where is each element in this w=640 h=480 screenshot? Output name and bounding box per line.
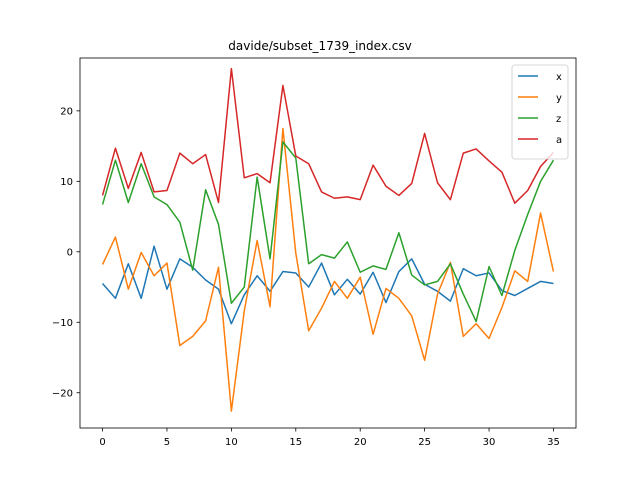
axes-frame bbox=[79, 57, 577, 429]
x-tick-label: 15 bbox=[289, 437, 302, 448]
legend-label-a: a bbox=[556, 135, 562, 146]
x-tick-label: 0 bbox=[99, 437, 105, 448]
legend-label-z: z bbox=[556, 114, 561, 125]
y-tick-label: 10 bbox=[60, 177, 73, 188]
x-tick-label: 35 bbox=[547, 437, 560, 448]
series-line-y bbox=[101, 127, 555, 412]
x-tick-label: 20 bbox=[354, 437, 367, 448]
x-tick-label: 25 bbox=[418, 437, 431, 448]
y-tick-label: −20 bbox=[52, 388, 73, 399]
legend-label-x: x bbox=[556, 72, 562, 83]
x-tick-label: 10 bbox=[225, 437, 238, 448]
legend-box bbox=[511, 64, 569, 160]
series-line-x bbox=[101, 245, 554, 325]
series-line-z bbox=[101, 141, 555, 323]
series-line-a bbox=[101, 67, 555, 204]
x-tick-label: 5 bbox=[164, 437, 170, 448]
x-tick-label: 30 bbox=[483, 437, 496, 448]
chart-title: davide/subset_1739_index.csv bbox=[228, 39, 411, 53]
legend-label-y: y bbox=[556, 93, 562, 104]
y-tick-label: −10 bbox=[52, 318, 73, 329]
y-tick-label: 20 bbox=[60, 106, 73, 117]
y-tick-label: 0 bbox=[67, 247, 73, 258]
